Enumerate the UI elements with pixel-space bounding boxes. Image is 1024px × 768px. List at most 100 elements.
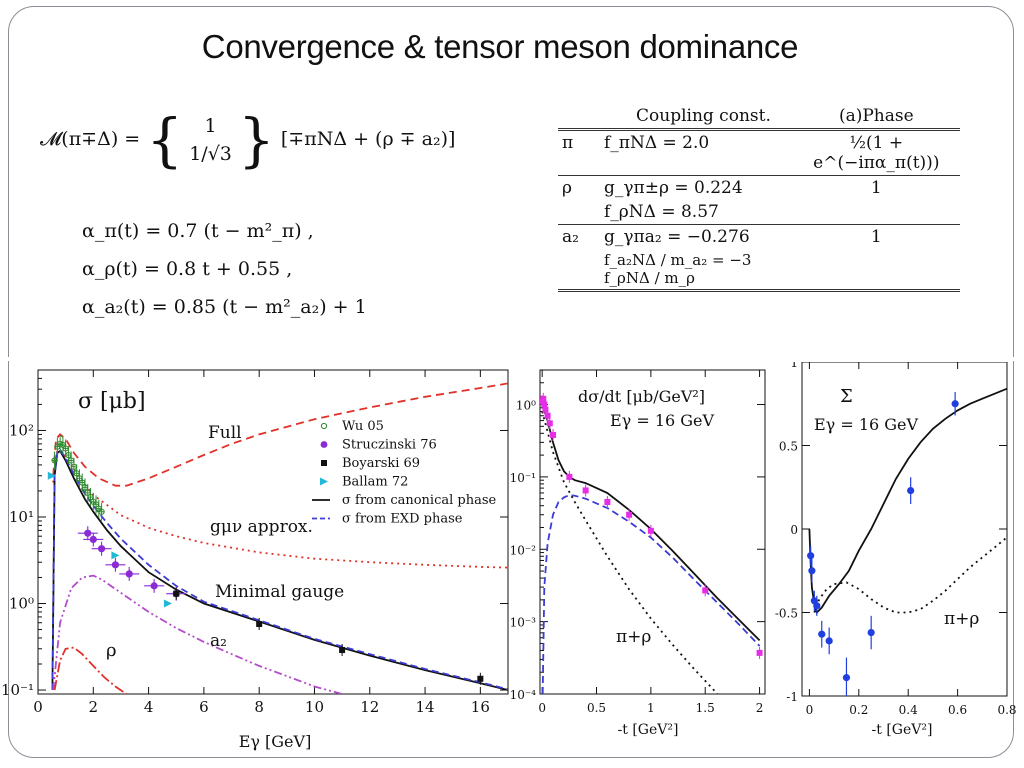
cross-section-chart: 0 2 4 6 8 10 12 14 16 10⁻¹ 10⁰ 10¹ 10² σ [μb] Eγ [GeV]… bbox=[1, 369, 509, 751]
x-tick-label: 4 bbox=[144, 698, 154, 716]
series-line-g-approx- bbox=[52, 448, 508, 569]
data-point bbox=[477, 675, 484, 682]
data-point bbox=[84, 529, 92, 537]
table-cell-phase: 1 bbox=[870, 178, 882, 198]
plot-area bbox=[540, 392, 763, 694]
trajectory-rho: α_ρ(t) = 0.8 t + 0.55 , bbox=[82, 258, 293, 280]
data-point bbox=[807, 552, 815, 560]
data-point bbox=[566, 473, 573, 480]
table-row: f_ρNΔ = 8.57 bbox=[558, 200, 960, 225]
annotation-a2: a₂ bbox=[210, 631, 227, 651]
table-cell-phase: 1 bbox=[870, 227, 882, 247]
chart-subtitle: Eγ = 16 GeV bbox=[814, 415, 919, 434]
x-tick-label: 0.5 bbox=[587, 701, 606, 715]
amplitude-equation: 𝓜(π∓Δ) = { 1 1/√3 } [∓πNΔ + (ρ ∓ a₂)] bbox=[40, 111, 456, 169]
plot-area bbox=[807, 387, 1007, 696]
plot-area bbox=[47, 382, 508, 694]
data-point bbox=[163, 599, 172, 608]
data-point bbox=[125, 570, 133, 578]
table-cell-meson bbox=[558, 200, 600, 225]
data-point bbox=[150, 582, 158, 590]
coupling-table: Coupling const. (a)Phase π f_πNΔ = 2.0 ½… bbox=[558, 104, 960, 292]
data-point bbox=[89, 535, 97, 544]
table-header-row: Coupling const. (a)Phase bbox=[558, 104, 960, 130]
amplitude-rhs: [∓πNΔ + (ρ ∓ a₂)] bbox=[280, 128, 456, 150]
x-tick-label: 1 bbox=[647, 701, 655, 715]
annotation-full: Full bbox=[208, 423, 242, 443]
data-point bbox=[47, 471, 56, 480]
data-point bbox=[173, 590, 180, 597]
legend-marker bbox=[320, 422, 328, 430]
y-tick-label: 10⁻⁴ bbox=[510, 688, 536, 702]
trajectory-equations: α_π(t) = 0.7 (t − m²_π) , α_ρ(t) = 0.8 t… bbox=[82, 212, 367, 326]
data-point bbox=[813, 602, 821, 610]
plot-frame bbox=[539, 369, 766, 695]
table-cell-phase: ½(1 + e^(−iπα_π(t))) bbox=[813, 133, 940, 173]
plot-frame bbox=[801, 362, 1008, 697]
table-row: π f_πNΔ = 2.0 ½(1 + e^(−iπα_π(t))) bbox=[558, 130, 960, 176]
data-point bbox=[111, 551, 120, 560]
annotation-pi-rho: π+ρ bbox=[944, 609, 979, 629]
x-tick-label: 2 bbox=[756, 701, 764, 715]
x-tick-label: 0 bbox=[538, 701, 546, 715]
table-row: ρ g_γπ±ρ = 0.224 1 bbox=[558, 176, 960, 201]
table-cell-meson: π bbox=[562, 133, 574, 153]
series-line-- bbox=[53, 646, 128, 694]
legend-marker bbox=[320, 441, 328, 448]
dsigma-dt-chart: 0 0.5 1 1.5 2 10⁻⁴ 10⁻³ 10⁻² 10⁻¹ 10⁰ dσ/dt [μb/Ge… bbox=[510, 369, 766, 738]
y-tick-label: -1 bbox=[786, 690, 798, 704]
data-point bbox=[541, 401, 548, 408]
y-tick-label: 10² bbox=[9, 421, 34, 439]
data-point bbox=[550, 431, 557, 438]
data-point bbox=[702, 587, 709, 594]
series-line-a- bbox=[52, 574, 343, 694]
table-cell-coupling: g_γπa₂ = −0.276 bbox=[604, 227, 750, 247]
plot-frame bbox=[37, 369, 509, 695]
panel-separator bbox=[8, 357, 1014, 361]
beam-asymmetry-chart: 0 0.2 0.4 0.6 0.8 -1 -0.5 0 0.5 1 Σ Eγ = 16 GeV -t [… bbox=[775, 362, 1017, 738]
series-line--from-exd-phase bbox=[51, 448, 508, 691]
x-tick-label: 0 bbox=[33, 698, 43, 716]
series-line-exd bbox=[541, 494, 761, 694]
y-tick-label: 10⁻¹ bbox=[510, 471, 536, 485]
data-point bbox=[951, 400, 959, 408]
x-tick-label: 12 bbox=[360, 698, 379, 716]
table-cell-coupling: f_a₂NΔ / m_a₂ = −3 f_ρNΔ / m_ρ bbox=[604, 251, 752, 287]
data-point bbox=[907, 486, 915, 495]
data-point bbox=[544, 412, 551, 419]
y-tick-label: 10⁰ bbox=[9, 595, 34, 613]
x-axis-label: Eγ [GeV] bbox=[239, 732, 312, 751]
table-cell-phase bbox=[793, 200, 960, 225]
y-tick-label: 10⁻² bbox=[510, 543, 536, 557]
data-point bbox=[97, 545, 106, 553]
table-cell-meson: ρ bbox=[562, 178, 572, 198]
data-point bbox=[842, 674, 851, 682]
data-point bbox=[540, 395, 547, 402]
data-point bbox=[825, 637, 833, 645]
annotation-rho: ρ bbox=[106, 640, 117, 661]
data-point bbox=[111, 561, 120, 569]
table-cell-coupling: f_ρNΔ = 8.57 bbox=[604, 202, 719, 222]
chart-title: σ [μb] bbox=[78, 389, 146, 414]
legend-label: σ from canonical phase bbox=[342, 493, 497, 508]
amplitude-factor-stack: 1 1/√3 bbox=[189, 112, 232, 168]
legend-marker bbox=[320, 477, 328, 486]
data-point bbox=[647, 527, 654, 534]
table-cell-phase bbox=[793, 249, 960, 291]
table-row: a₂ g_γπa₂ = −0.276 1 bbox=[558, 225, 960, 250]
table-header-phase: (a)Phase bbox=[838, 106, 914, 126]
data-point bbox=[582, 487, 589, 494]
data-point bbox=[546, 420, 553, 427]
x-tick-label: 1.5 bbox=[696, 701, 715, 715]
x-tick-label: 16 bbox=[471, 698, 490, 716]
legend-label: Ballam 72 bbox=[342, 475, 408, 490]
legend-label: Struczinski 76 bbox=[342, 438, 437, 453]
x-tick-label: 0 bbox=[806, 703, 814, 717]
data-point bbox=[542, 406, 549, 413]
table-header-meson bbox=[558, 104, 600, 130]
chart-title: dσ/dt [μb/GeV²] bbox=[578, 387, 705, 406]
legend-label: Wu 05 bbox=[342, 419, 384, 434]
x-tick-label: 8 bbox=[254, 698, 264, 716]
series-line-- bbox=[813, 536, 1007, 614]
annotation-minimal-gauge: Minimal gauge bbox=[215, 582, 344, 602]
